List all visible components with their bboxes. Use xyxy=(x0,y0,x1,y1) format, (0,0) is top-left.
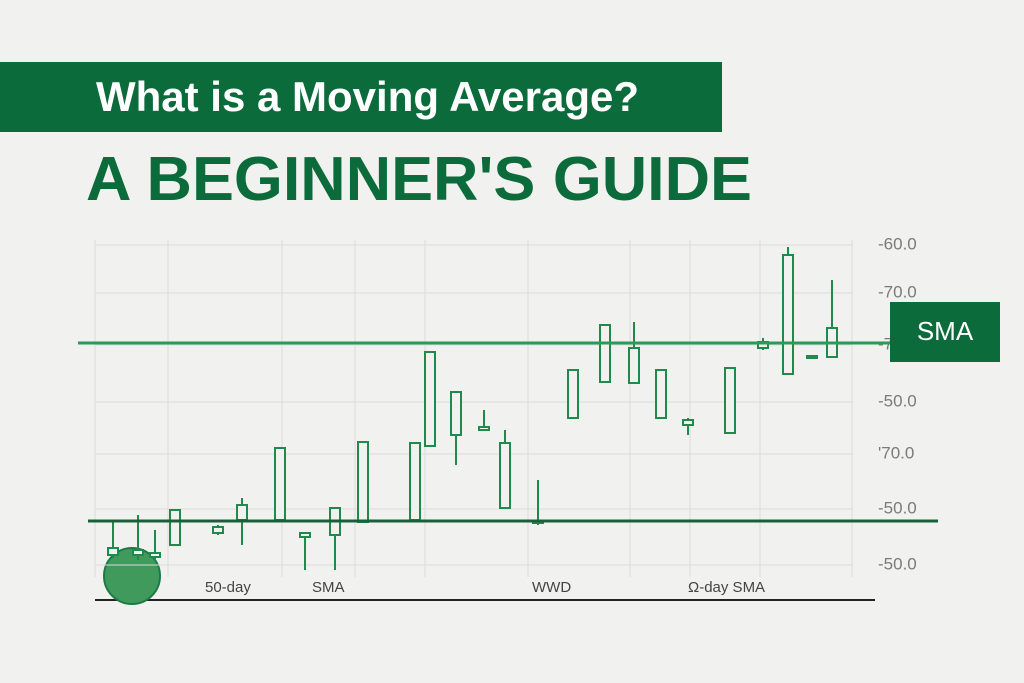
y-tick-label: -50.0 xyxy=(878,554,917,573)
marker-circle xyxy=(103,547,161,605)
candle-body xyxy=(806,355,818,359)
candle-body xyxy=(299,532,311,538)
title: What is a Moving Average? xyxy=(96,73,639,120)
candle-body xyxy=(628,347,640,384)
candle-body xyxy=(782,254,794,375)
candle-body xyxy=(149,552,161,558)
candle-body xyxy=(682,419,694,426)
y-tick-label: '70.0 xyxy=(878,443,914,462)
candle-body xyxy=(499,442,511,509)
candle-body xyxy=(724,367,736,434)
title-banner xyxy=(0,62,722,132)
candle-body xyxy=(478,426,490,431)
candle-body xyxy=(409,442,421,521)
candle-body xyxy=(274,447,286,521)
candle-body xyxy=(107,547,119,556)
y-tick-label: -50.0 xyxy=(878,498,917,517)
y-tick-label: -60.0 xyxy=(878,234,917,253)
candle-body xyxy=(424,351,436,447)
annotation: Ω-day SMA xyxy=(688,579,765,596)
subtitle: A BEGINNER'S GUIDE xyxy=(86,145,752,214)
candle-body xyxy=(450,391,462,436)
candle-body xyxy=(169,509,181,546)
candle-body xyxy=(655,369,667,419)
annotation: SMA xyxy=(312,579,345,596)
candle-body xyxy=(236,504,248,521)
annotation: 50-day xyxy=(205,579,251,596)
candle-body xyxy=(599,324,611,383)
candle-body xyxy=(212,526,224,534)
y-tick-label: -70.0 xyxy=(878,282,917,301)
y-tick-label: -50.0 xyxy=(878,391,917,410)
candle-body xyxy=(357,441,369,523)
sma-label: SMA xyxy=(917,316,974,346)
annotation: WWD xyxy=(532,579,571,596)
sma-label-box xyxy=(890,302,1000,362)
candle-body xyxy=(132,549,144,556)
candle-body xyxy=(567,369,579,419)
